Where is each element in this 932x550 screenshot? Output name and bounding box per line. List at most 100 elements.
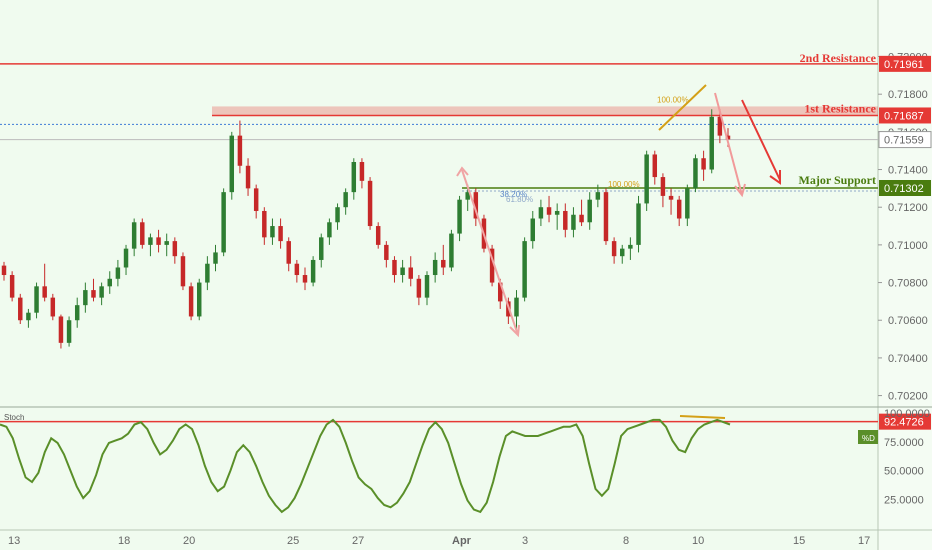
candle-body (91, 290, 96, 298)
x-tick-label: 13 (8, 535, 20, 547)
candle-body (302, 275, 308, 283)
candle-body (319, 237, 324, 260)
candle-body (196, 282, 202, 317)
candle-body (701, 158, 706, 170)
candle-body (628, 244, 633, 249)
stoch-y-tick-label: 50.0000 (884, 466, 924, 478)
y-tick-label: 0.71800 (888, 89, 928, 101)
candle-body (457, 199, 462, 234)
stoch-y-tick-label: 25.0000 (884, 494, 924, 506)
candle-body (245, 165, 251, 189)
first-resistance-label: 1st Resistance (804, 101, 876, 115)
x-tick-label: 3 (522, 535, 528, 547)
target-arrow-head (769, 170, 781, 185)
first-resistance-price-tag-bg (879, 107, 931, 124)
candle-body (465, 192, 470, 200)
candle-body (668, 195, 674, 200)
x-tick-label: 18 (118, 535, 130, 547)
swing-leg-arrow-tail (456, 166, 469, 177)
candle-body (432, 259, 438, 276)
candle-body (9, 275, 15, 298)
candle-body (571, 214, 576, 230)
candle-body (595, 192, 601, 200)
candle-body (237, 135, 243, 166)
candle-body (310, 259, 316, 283)
candle-body (34, 286, 39, 313)
y-tick-label: 0.70600 (888, 315, 928, 327)
candle-body (685, 188, 690, 219)
x-tick-label: 17 (858, 535, 870, 547)
candle-body (213, 252, 218, 264)
second-resistance-label: 2nd Resistance (800, 51, 877, 65)
candle-body (327, 222, 332, 238)
candle-body (1, 265, 7, 276)
candle-body (172, 241, 178, 257)
candle-body (205, 263, 210, 283)
candle-body (375, 226, 381, 245)
candle-body (359, 162, 365, 181)
candle-body (514, 297, 519, 317)
fib-label: 38.20% (500, 190, 527, 199)
fib-label: 100.00% (608, 180, 640, 189)
candle-body (99, 286, 104, 298)
projection-arrow-head (734, 183, 746, 198)
candle-body (676, 199, 682, 219)
candle-body (221, 192, 226, 253)
stoch-annotation-line (679, 415, 726, 419)
second-resistance-price-tag: 0.71961 (884, 59, 924, 71)
candle-body (384, 244, 389, 260)
candle-body (473, 192, 479, 219)
x-tick-label: 27 (352, 535, 364, 547)
candle-body (546, 207, 552, 215)
current-price-tag-bg (878, 131, 932, 149)
annotations-layer: 100.00% 38.20% 100.00% 61.80% (456, 84, 781, 338)
x-tick-label: 15 (793, 535, 805, 547)
candle-body (563, 210, 568, 230)
stoch-value-tag: 92.4726 (884, 417, 924, 429)
x-tick-label: Apr (452, 535, 472, 547)
levels-layer: 2nd Resistance 1st Resistance Major Suppor… (0, 51, 878, 192)
stoch-legend-bg (858, 430, 878, 444)
x-tick-label: 25 (287, 535, 299, 547)
y-tick-label: 0.71000 (888, 240, 928, 252)
stoch-legend: %D (862, 434, 875, 443)
candle-body (294, 263, 300, 276)
candle-body (229, 135, 235, 193)
second-resistance-price-tag-bg (879, 55, 931, 72)
candle-body (441, 259, 446, 268)
candle-body (449, 233, 454, 268)
axes-layer: 0.720000.718000.716000.714000.712000.710… (8, 52, 932, 547)
candle-body (131, 222, 137, 249)
candle-body (579, 214, 584, 223)
candle-body (522, 241, 527, 298)
price-axis-bg (878, 0, 932, 550)
candle-body (725, 135, 731, 140)
fib-label: 61.80% (506, 195, 533, 204)
candle-body (253, 188, 259, 211)
candle-body (148, 237, 153, 245)
major-support-price-tag: 0.71302 (884, 183, 924, 195)
candle-body (644, 154, 649, 204)
candle-body (262, 210, 267, 238)
candle-body (343, 192, 348, 208)
candle-body (83, 290, 88, 306)
candle-body (611, 241, 617, 257)
candle-body (164, 241, 169, 245)
candle-body (26, 312, 31, 321)
candle-body (188, 286, 194, 317)
candle-body (693, 158, 698, 189)
y-tick-label: 0.71200 (888, 202, 928, 214)
candle-body (66, 320, 72, 343)
fib-label: 100.00% (657, 96, 689, 105)
swing-leg-arrow (461, 169, 519, 336)
candle-body (351, 162, 357, 193)
candle-body (538, 207, 544, 219)
target-arrow-red (741, 99, 781, 181)
candle-body (278, 226, 283, 242)
y-tick-label: 0.70800 (888, 278, 928, 290)
stoch-value-tag-bg (879, 413, 931, 430)
candle-body (554, 210, 560, 215)
